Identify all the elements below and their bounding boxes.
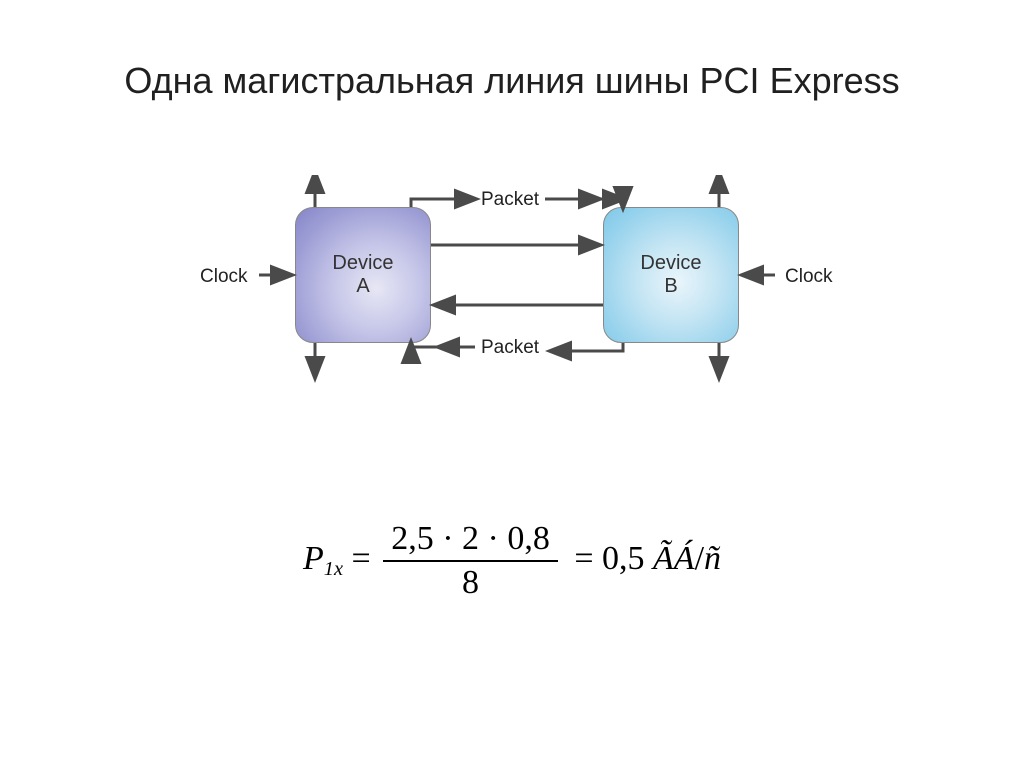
formula-unit-numer: ÃÁ: [653, 540, 695, 577]
pci-lane-diagram: Device A Device B Clock Clock Packet Pac…: [205, 175, 825, 385]
formula-unit-denom: ñ: [704, 540, 721, 577]
page-title: Одна магистральная линия шины PCI Expres…: [0, 60, 1024, 102]
formula-lhs-var: P: [303, 540, 324, 577]
formula-rhs-value: 0,5: [602, 540, 645, 577]
formula-numerator: 2,5 · 2 · 0,8: [383, 520, 558, 562]
bandwidth-formula: P1x = 2,5 · 2 · 0,8 8 = 0,5 ÃÁ/ñ: [0, 520, 1024, 602]
diagram-arrows: [205, 175, 825, 385]
slide: Одна магистральная линия шины PCI Expres…: [0, 0, 1024, 768]
formula-lhs-sub: 1x: [324, 558, 343, 580]
formula-denominator: 8: [383, 562, 558, 602]
